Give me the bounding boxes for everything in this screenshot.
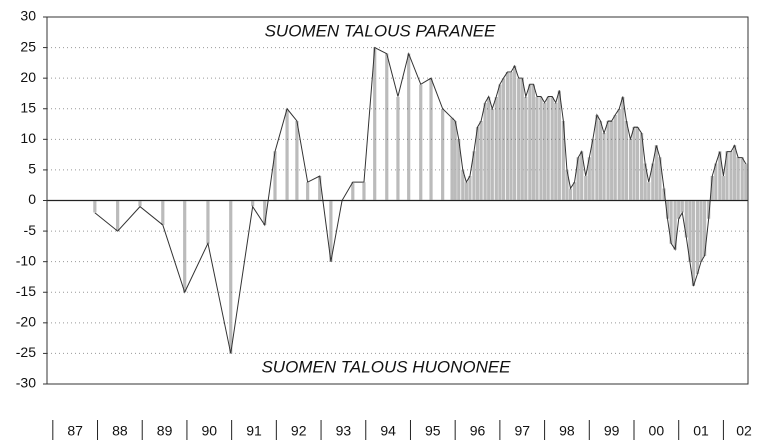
x-tick-label: 91: [246, 423, 262, 439]
x-tick-label: 02: [736, 423, 752, 439]
x-tick-label: 99: [604, 423, 620, 439]
x-tick-label: 88: [112, 423, 128, 439]
annotation: SUOMEN TALOUS PARANEE: [265, 21, 496, 40]
y-tick-label: -30: [16, 375, 36, 391]
annotation: SUOMEN TALOUS HUONONEE: [261, 357, 511, 376]
y-tick-label: -20: [16, 314, 36, 330]
y-tick-label: 15: [20, 99, 36, 115]
y-tick-label: -10: [16, 252, 36, 268]
y-tick-label: -25: [16, 344, 36, 360]
x-tick-label: 97: [514, 423, 530, 439]
x-tick-label: 92: [291, 423, 307, 439]
x-tick-label: 00: [649, 423, 665, 439]
y-tick-label: 0: [28, 191, 36, 207]
y-tick-label: -5: [24, 222, 37, 238]
series-line: [94, 46, 747, 354]
x-tick-label: 87: [67, 423, 83, 439]
y-tick-label: 30: [20, 8, 36, 24]
y-tick-label: 10: [20, 130, 36, 146]
x-tick-label: 95: [425, 423, 441, 439]
x-tick-label: 93: [336, 423, 352, 439]
x-tick-label: 01: [693, 423, 709, 439]
y-tick-label: 20: [20, 69, 36, 85]
y-tick-label: 25: [20, 38, 36, 54]
x-tick-label: 90: [201, 423, 217, 439]
y-tick-label: -15: [16, 283, 36, 299]
y-tick-label: 5: [28, 161, 36, 177]
x-tick-label: 96: [470, 423, 486, 439]
x-tick-label: 94: [380, 423, 396, 439]
plot-frame: [46, 16, 749, 385]
x-tick-label: 89: [157, 423, 173, 439]
x-tick-label: 98: [559, 423, 575, 439]
